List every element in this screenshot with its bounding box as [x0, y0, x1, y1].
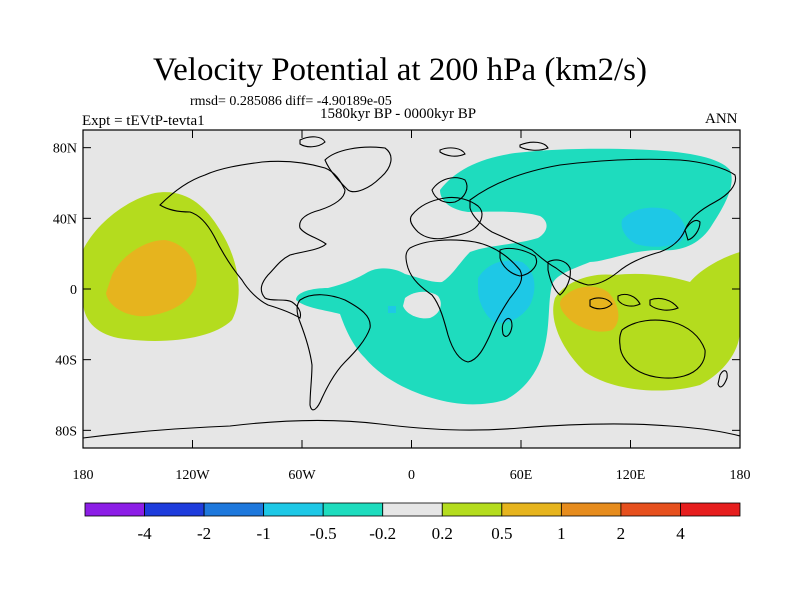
contour-fills	[83, 148, 740, 405]
colorbar-swatch	[322, 502, 384, 517]
experiment-label: Expt = tEVtP-tevta1	[82, 113, 205, 129]
chart-title: Velocity Potential at 200 hPa (km2/s)	[152, 52, 648, 88]
coast-asia	[469, 158, 737, 286]
coast-africa	[405, 239, 523, 363]
axis-labels: 180 120W 60W 0 60E 120E 180 80N 40N 0 40S 80S	[53, 142, 751, 483]
coast-madagascar	[501, 317, 513, 337]
coast-india	[547, 259, 571, 296]
colorbar-label: 0.5	[491, 524, 512, 543]
colorbar-label: -0.5	[310, 524, 337, 543]
colorbar-swatch	[560, 502, 622, 517]
lat-tick-label: 40N	[53, 212, 77, 227]
colorbar-swatch	[84, 502, 145, 517]
lon-tick-label: 60E	[510, 468, 533, 483]
contour-dateline-positive	[553, 252, 740, 391]
coast-scandinavia	[431, 177, 468, 204]
lon-tick-label: 120E	[616, 468, 646, 483]
coast-south-america	[296, 294, 371, 411]
colorbar-label: -0.2	[369, 524, 396, 543]
colorbar-swatch	[680, 502, 741, 517]
coast-north-america	[159, 160, 346, 319]
stats-text: rmsd= 0.285086 diff= -4.90189e-05	[190, 94, 392, 109]
lat-tick-label: 80N	[53, 142, 77, 157]
lon-tick-label: 180	[73, 468, 94, 483]
colorbar-label: 1	[557, 524, 566, 543]
coast-maritime	[589, 293, 679, 311]
coast-greenland	[324, 146, 392, 193]
colorbar-label: -2	[197, 524, 211, 543]
coast-japan	[684, 219, 701, 241]
colorbar-label: 2	[617, 524, 626, 543]
colorbar-swatch	[203, 502, 265, 517]
coast-arabia	[499, 247, 538, 277]
colorbar-label: 4	[676, 524, 685, 543]
period-text: 1580kyr BP - 0000kyr BP	[320, 106, 477, 122]
colorbar-swatch	[620, 502, 681, 517]
lat-tick-label: 40S	[55, 354, 77, 369]
lon-tick-label: 120W	[175, 468, 210, 483]
coast-arctic-islands	[299, 136, 549, 157]
lat-tick-label: 80S	[55, 424, 77, 439]
lon-tick-label: 180	[730, 468, 751, 483]
colorbar-label: 0.2	[432, 524, 453, 543]
coastlines	[83, 136, 740, 439]
season-label: ANN	[705, 111, 738, 127]
lon-tick-label: 0	[408, 468, 415, 483]
lon-tick-label: 60W	[288, 468, 316, 483]
axis-ticks	[82, 130, 741, 448]
colorbar-label: -4	[137, 524, 152, 543]
coast-europe	[409, 196, 483, 240]
lat-tick-label: 0	[70, 283, 77, 298]
colorbar-swatch	[144, 502, 205, 517]
colorbar-swatch	[501, 502, 562, 517]
contour-atlantic-gap	[403, 291, 441, 319]
contour-speck	[388, 306, 396, 313]
coast-antarctica	[83, 419, 740, 439]
colorbar-swatch	[263, 502, 324, 517]
colorbar-swatch	[441, 502, 503, 517]
colorbar-swatch	[382, 502, 443, 517]
contour-indonesia-core	[560, 286, 619, 332]
colorbar: -4 -2 -1 -0.5 -0.2 0.2 0.5 1 2 4	[84, 502, 741, 543]
colorbar-label: -1	[257, 524, 271, 543]
coast-australia	[619, 319, 706, 379]
contour-pacific-core	[106, 240, 197, 317]
contour-eastasia-core	[621, 207, 686, 247]
coast-new-zealand	[717, 370, 728, 388]
